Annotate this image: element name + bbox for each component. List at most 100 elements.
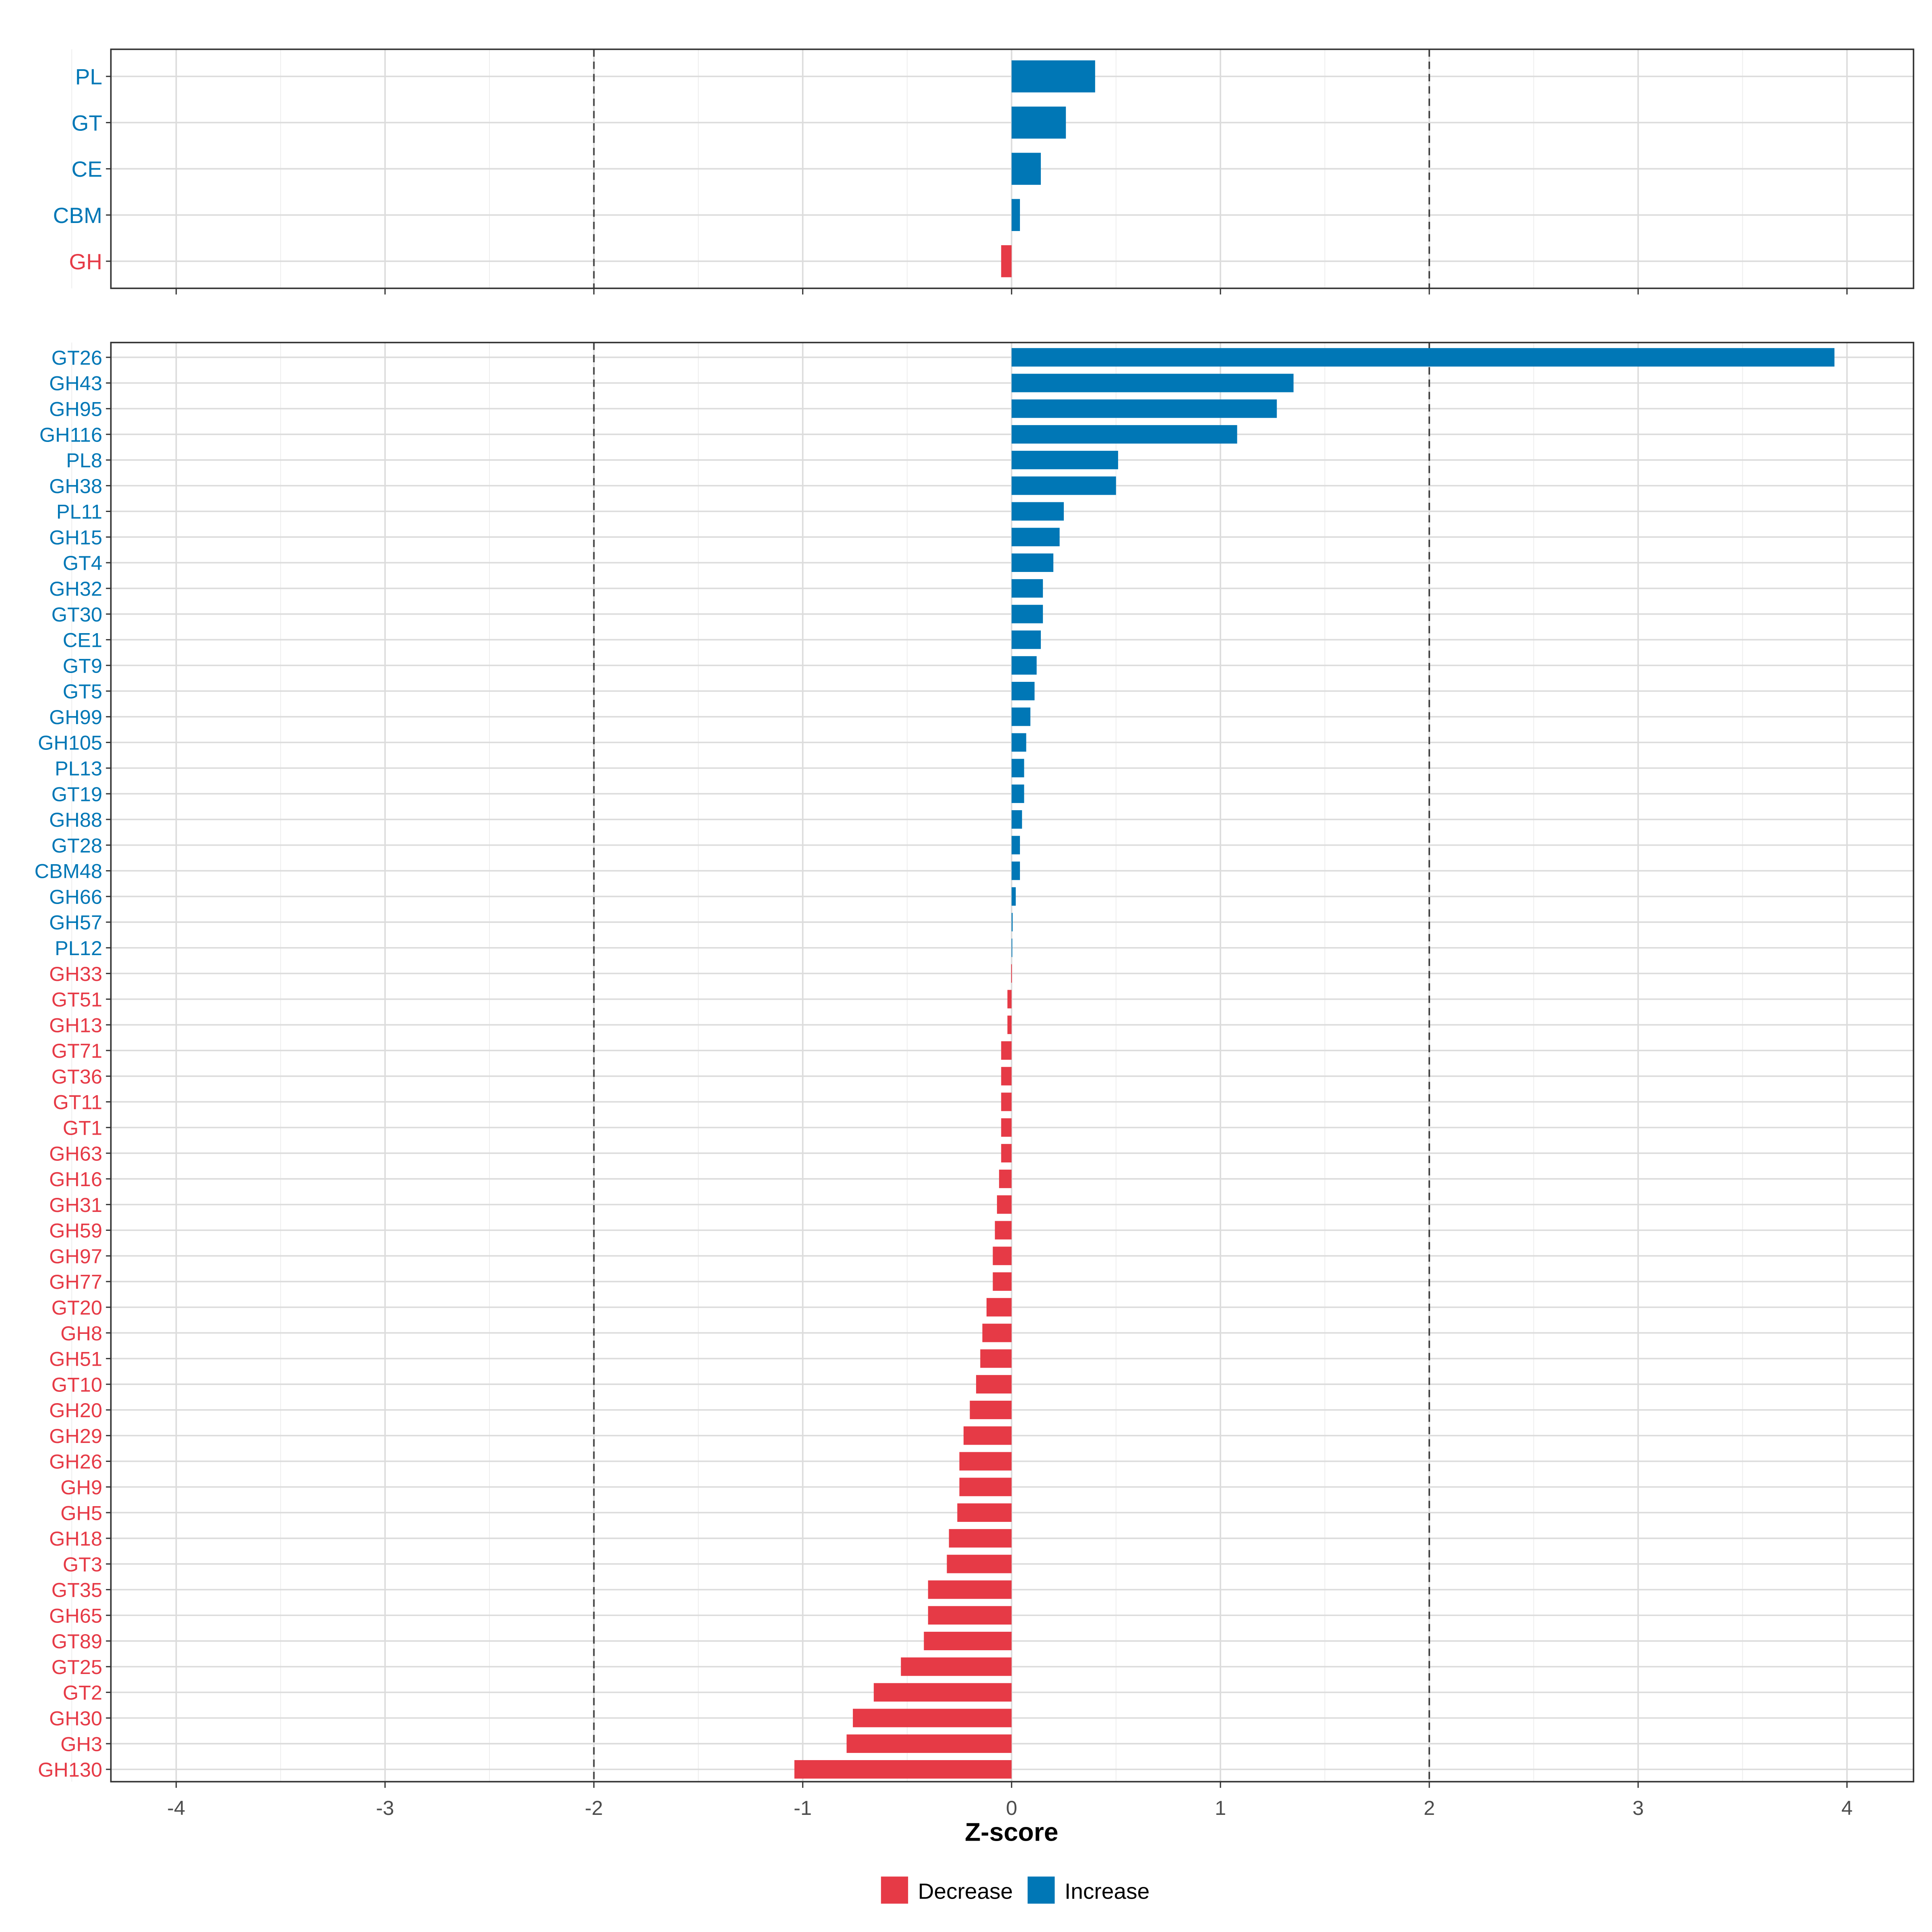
category-label: GH13: [49, 1013, 102, 1036]
bar-gh105: [1011, 733, 1026, 752]
bar-gt2: [873, 1683, 1012, 1702]
category-label: CE: [72, 157, 103, 182]
category-label: GH88: [49, 808, 102, 831]
bar-gh3: [846, 1734, 1012, 1753]
bar-gt9: [1011, 656, 1037, 675]
category-label: GT25: [52, 1655, 102, 1678]
category-label: GT35: [52, 1579, 102, 1602]
category-label: GH30: [49, 1707, 102, 1730]
category-label: GT1: [63, 1116, 102, 1139]
bar-gh43: [1011, 374, 1294, 392]
x-tick-label: -4: [167, 1796, 185, 1819]
category-label: GT51: [52, 988, 102, 1011]
category-label: GH43: [49, 372, 102, 395]
category-label: GT2: [63, 1681, 102, 1704]
bar-gh: [1001, 245, 1012, 277]
bar-gh130: [794, 1760, 1012, 1779]
bar-gt51: [1007, 990, 1012, 1009]
bar-gh63: [1001, 1144, 1012, 1163]
bar-gt5: [1011, 681, 1035, 700]
bar-gh59: [995, 1221, 1012, 1240]
category-label: GH65: [49, 1604, 102, 1627]
bar-gt10: [976, 1375, 1012, 1394]
bar-pl: [1011, 60, 1095, 93]
bar-gt3: [947, 1554, 1012, 1573]
category-label: GH26: [49, 1450, 102, 1473]
bar-gh18: [949, 1529, 1012, 1548]
legend-swatch-increase: [1028, 1876, 1055, 1904]
bar-gt11: [1001, 1092, 1012, 1111]
category-label: GH16: [49, 1168, 102, 1191]
category-label: GT19: [52, 782, 102, 805]
category-label: GT9: [63, 654, 102, 677]
bar-gh97: [993, 1247, 1012, 1265]
bar-gh77: [993, 1272, 1012, 1291]
category-label: GT20: [52, 1296, 102, 1319]
bar-gh5: [957, 1503, 1012, 1522]
category-label: GT89: [52, 1630, 102, 1653]
bar-gh15: [1011, 528, 1060, 547]
bar-gh29: [963, 1426, 1012, 1445]
bar-cbm: [1011, 199, 1020, 231]
legend-label-increase: Increase: [1065, 1878, 1150, 1903]
bar-gt89: [924, 1632, 1012, 1650]
bar-cbm48: [1011, 861, 1020, 880]
category-label: PL8: [66, 449, 102, 472]
bar-ce1: [1011, 630, 1041, 649]
bar-gt25: [901, 1657, 1012, 1676]
bar-ce: [1011, 153, 1041, 185]
category-label: GH95: [49, 398, 102, 421]
bar-gh99: [1011, 707, 1030, 726]
bar-gt35: [928, 1580, 1012, 1599]
legend-label-decrease: Decrease: [918, 1878, 1013, 1903]
x-axis-title: Z-score: [965, 1817, 1058, 1846]
bar-gt26: [1011, 348, 1835, 367]
legend: Decrease Increase: [881, 1876, 1150, 1904]
category-label: GH5: [60, 1501, 102, 1524]
category-label: CE1: [63, 629, 102, 652]
category-label: GH57: [49, 911, 102, 934]
category-label: PL: [75, 64, 102, 89]
bar-gt20: [987, 1298, 1012, 1317]
bar-gt30: [1011, 605, 1043, 623]
x-tick-label: 1: [1215, 1796, 1226, 1819]
bar-gh9: [959, 1478, 1012, 1496]
bar-gh8: [982, 1323, 1012, 1342]
category-label: CBM: [53, 203, 102, 228]
bar-gh33: [1011, 964, 1012, 983]
x-tick-label: -2: [585, 1796, 603, 1819]
bar-gh51: [980, 1349, 1012, 1368]
bar-gt: [1011, 106, 1066, 139]
category-label: GT5: [63, 680, 102, 703]
bar-gt28: [1011, 836, 1020, 855]
category-label: PL11: [56, 500, 102, 523]
bar-gt1: [1001, 1118, 1012, 1137]
category-label: GH38: [49, 475, 102, 497]
bar-gt36: [1001, 1067, 1012, 1086]
bar-gh31: [997, 1195, 1012, 1214]
category-label: GH66: [49, 885, 102, 908]
category-label: GH97: [49, 1245, 102, 1267]
bar-gh95: [1011, 399, 1277, 418]
category-label: GT4: [63, 551, 102, 574]
category-label: GT28: [52, 834, 102, 857]
category-label: GH33: [49, 962, 102, 985]
x-tick-label: 3: [1633, 1796, 1644, 1819]
bar-gt19: [1011, 784, 1024, 803]
bar-gh32: [1011, 579, 1043, 598]
bar-gh16: [999, 1169, 1012, 1188]
bar-gh26: [959, 1452, 1012, 1471]
bar-gh116: [1011, 425, 1237, 444]
category-label: GH8: [60, 1322, 102, 1345]
bar-pl8: [1011, 450, 1118, 469]
category-label: GH63: [49, 1142, 102, 1165]
bar-gt71: [1001, 1041, 1012, 1060]
x-tick-label: 0: [1006, 1796, 1017, 1819]
bar-gh65: [928, 1606, 1012, 1625]
category-label: GT10: [52, 1373, 102, 1396]
category-label: GH116: [39, 423, 102, 446]
category-label: GH: [69, 249, 102, 274]
bar-pl12: [1011, 938, 1013, 957]
bar-gh13: [1007, 1016, 1012, 1034]
